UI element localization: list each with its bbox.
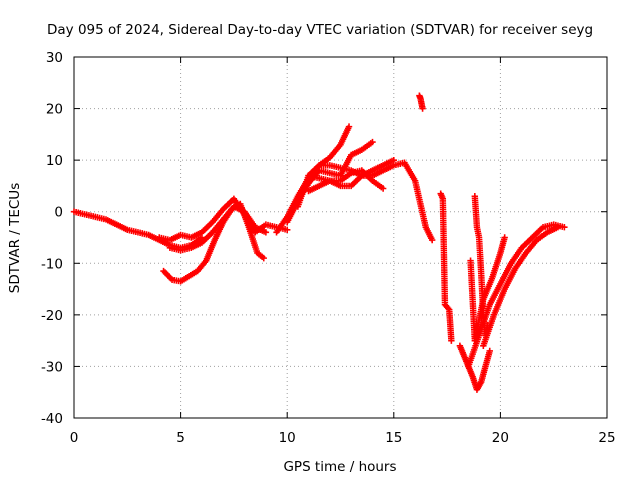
series-arc-7 [294,159,436,244]
plot-frame [73,56,608,419]
y-tick-label: -10 [41,256,63,272]
x-tick-label: 0 [70,430,79,446]
series-arc-2 [160,200,267,285]
series-arc-16 [467,234,508,344]
y-axis-label: SDTVAR / TECUs [7,183,23,293]
data-point [262,229,270,236]
series-arc-4 [166,203,270,254]
data-point [486,347,493,355]
data-point [345,123,353,130]
x-tick-label: 10 [279,430,296,446]
data-markers [70,92,568,393]
data-point [390,156,397,164]
y-tick-label: 0 [54,205,63,221]
y-tick-label: 20 [46,102,63,118]
data-point [379,185,387,192]
series-arc-9 [305,167,387,195]
x-tick-label: 25 [598,430,615,446]
data-point [260,254,267,262]
y-tick-label: -40 [41,411,63,427]
data-point [561,223,568,231]
x-tick-label: 5 [176,430,185,446]
series-arc-3 [156,195,291,244]
data-point [284,226,291,233]
series-arc-12 [456,342,493,393]
data-point [554,223,562,231]
series-arc-11 [437,190,455,344]
chart-title: Day 095 of 2024, Sidereal Day-to-day VTE… [47,22,593,38]
series-arc-10 [416,92,426,112]
series-arc-14 [465,221,568,370]
x-tick-label: 20 [492,430,509,446]
data-point [369,138,376,146]
axis-ticks: 0 5 10 15 20 25 30 20 10 0 -10 -20 -30 -40 [41,50,616,446]
x-tick-label: 15 [385,430,402,446]
data-point [501,234,508,241]
y-tick-label: -30 [41,359,63,375]
y-tick-label: -20 [41,308,63,324]
y-tick-label: 10 [46,153,63,169]
data-point [428,236,436,244]
data-point [448,337,455,344]
data-point [419,105,426,112]
series-arc-15 [480,223,562,349]
y-tick-label: 30 [46,50,63,66]
series-arc-1 [70,208,206,252]
data-point [444,305,452,312]
x-axis-label: GPS time / hours [283,459,396,475]
